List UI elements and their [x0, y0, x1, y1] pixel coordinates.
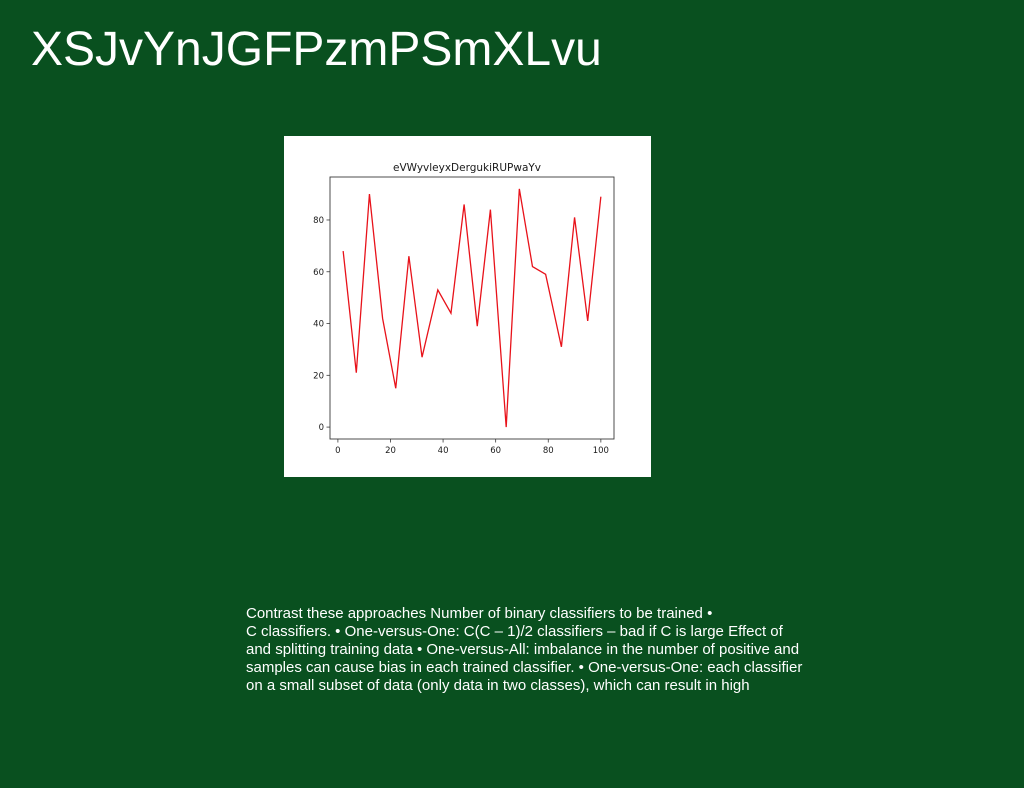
plot-frame: [329, 176, 615, 440]
body-line-2: C classifiers. • One-versus-One: C(C – 1…: [246, 623, 783, 640]
body-line-4: samples can cause bias in each trained c…: [246, 659, 803, 676]
body-line-1: Contrast these approaches Number of bina…: [246, 605, 713, 622]
x-tick-label: 100: [593, 446, 609, 456]
x-tick-label: 40: [438, 446, 449, 456]
x-axis: 0 20 40 60 80 100: [335, 439, 609, 456]
y-tick-label: 60: [313, 268, 324, 278]
series-layer: [342, 188, 602, 428]
x-tick-label: 80: [543, 446, 554, 456]
y-axis: 0 20 40 60 80: [313, 216, 330, 433]
body-text: Contrast these approaches Number of bina…: [246, 605, 846, 695]
body-line-3: and splitting training data • One-versus…: [246, 641, 800, 658]
series-line-1: [342, 188, 602, 428]
y-tick-label: 0: [319, 423, 324, 433]
y-tick-label: 40: [313, 320, 324, 330]
chart-panel: eVWyvleyxDergukiRUPwaYv 0 20 40 60 80 0 20 40 6…: [284, 136, 651, 477]
x-tick-label: 0: [335, 446, 340, 456]
line-chart: eVWyvleyxDergukiRUPwaYv 0 20 40 60 80 0 20 40 6…: [313, 162, 615, 456]
x-tick-label: 60: [490, 446, 501, 456]
y-tick-label: 80: [313, 216, 324, 226]
x-tick-label: 20: [385, 446, 396, 456]
body-line-5: on a small subset of data (only data in …: [246, 677, 750, 694]
y-tick-label: 20: [313, 371, 324, 381]
slide-title: XSJvYnJGFPzmPSmXLvu: [31, 23, 602, 76]
chart-title: eVWyvleyxDergukiRUPwaYv: [393, 162, 541, 174]
